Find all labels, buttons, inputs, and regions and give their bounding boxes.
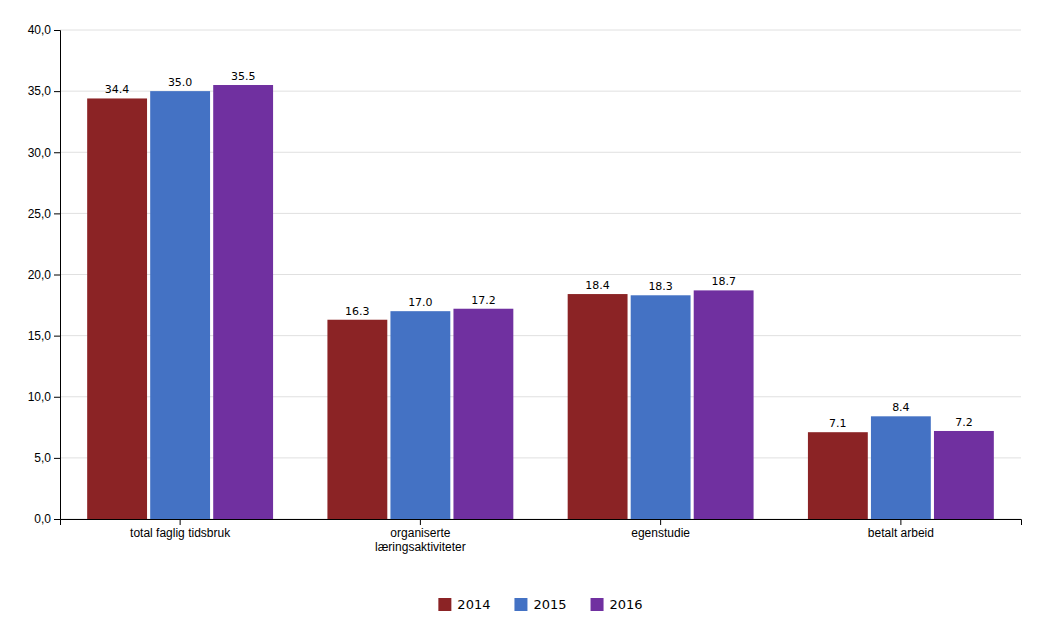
tick-label: egenstudie <box>631 526 690 540</box>
tick: betalt arbeid <box>868 519 934 540</box>
legend-item: 2014 <box>438 597 490 612</box>
tick-mark <box>54 519 60 520</box>
tick: 30,0 <box>28 146 60 160</box>
chart: 34.4 16.3 18.4 7.1 35.0 17.0 18.3 8.4 35.5 17.2 18… <box>0 0 1041 634</box>
bars <box>87 85 994 519</box>
tick: egenstudie <box>631 519 690 540</box>
tick: 20,0 <box>28 268 60 282</box>
tick-mark <box>660 519 661 525</box>
axis-line <box>61 520 1022 526</box>
legend-item: 2015 <box>514 597 566 612</box>
bar <box>453 309 513 519</box>
tick-label: 5,0 <box>34 451 51 465</box>
tick-label: total faglig tidsbruk <box>130 526 231 540</box>
tick-label: 30,0 <box>28 146 52 160</box>
data-label: 35.5 <box>231 70 256 83</box>
data-label: 17.0 <box>408 296 433 309</box>
data-labels: 34.4 16.3 18.4 7.1 35.0 17.0 18.3 8.4 35.5 17.2 18… <box>105 70 973 430</box>
axis-line <box>54 31 61 520</box>
tick: total faglig tidsbruk <box>130 519 231 540</box>
tick-mark <box>54 397 60 398</box>
bar <box>568 294 628 519</box>
tick-label-line: betalt arbeid <box>868 526 934 540</box>
data-label: 7.2 <box>955 416 973 429</box>
y-axis: 0,0 5,0 10,0 15,0 20,0 25,0 30,0 35,0 40,0 <box>28 23 61 526</box>
tick-label: 10,0 <box>28 390 52 404</box>
legend: 2014 2015 2016 <box>438 597 642 612</box>
legend-swatch <box>514 598 527 611</box>
data-label: 18.4 <box>585 279 610 292</box>
data-label: 8.4 <box>892 401 910 414</box>
tick-mark <box>180 519 181 525</box>
tick-label-line: egenstudie <box>631 526 690 540</box>
bar <box>934 431 994 519</box>
plot: 34.4 16.3 18.4 7.1 35.0 17.0 18.3 8.4 35.5 17.2 18… <box>28 23 1022 554</box>
tick-label-line: organiserte <box>390 526 450 540</box>
legend-swatch <box>438 598 451 611</box>
tick-label: organisertelæringsaktiviteter <box>375 526 466 554</box>
bar <box>631 295 691 519</box>
data-label: 34.4 <box>105 83 130 96</box>
tick-label: 25,0 <box>28 207 52 221</box>
tick: 5,0 <box>34 451 60 465</box>
tick: 10,0 <box>28 390 60 404</box>
tick-mark <box>54 336 60 337</box>
tick-label: 20,0 <box>28 268 52 282</box>
tick-mark <box>54 213 60 214</box>
tick-mark <box>54 152 60 153</box>
legend-label: 2015 <box>533 597 566 612</box>
tick-label: 40,0 <box>28 23 52 37</box>
bar <box>694 290 754 519</box>
data-label: 17.2 <box>471 294 496 307</box>
legend-swatch <box>591 598 604 611</box>
legend-label: 2016 <box>610 597 643 612</box>
bar <box>150 91 210 519</box>
tick-mark <box>54 30 60 31</box>
tick: 25,0 <box>28 207 60 221</box>
tick: 40,0 <box>28 23 60 37</box>
tick-label: betalt arbeid <box>868 526 934 540</box>
tick-mark <box>420 519 421 525</box>
data-label: 7.1 <box>829 417 847 430</box>
x-axis: total faglig tidsbruk organisertelæringsa… <box>61 519 1022 554</box>
tick-label-line: læringsaktiviteter <box>375 540 466 554</box>
tick-mark <box>54 275 60 276</box>
tick-label: 35,0 <box>28 84 52 98</box>
tick-label-line: total faglig tidsbruk <box>130 526 231 540</box>
tick-label: 0,0 <box>34 512 51 526</box>
tick: 15,0 <box>28 329 60 343</box>
bar <box>390 311 450 519</box>
grid <box>60 30 1021 519</box>
data-label: 18.7 <box>711 275 736 288</box>
bar <box>808 432 868 519</box>
tick-mark <box>54 458 60 459</box>
bar <box>327 320 387 519</box>
grid-line <box>60 30 1021 31</box>
data-label: 16.3 <box>345 305 370 318</box>
bar <box>213 85 273 519</box>
legend-label: 2014 <box>457 597 490 612</box>
tick-mark <box>54 91 60 92</box>
tick-label: 15,0 <box>28 329 52 343</box>
legend-item: 2016 <box>591 597 643 612</box>
data-label: 18.3 <box>648 280 673 293</box>
bar <box>871 416 931 519</box>
tick-mark <box>900 519 901 525</box>
tick: 35,0 <box>28 84 60 98</box>
tick: 0,0 <box>34 512 60 526</box>
tick: organisertelæringsaktiviteter <box>375 519 466 554</box>
series <box>213 85 994 519</box>
data-label: 35.0 <box>168 76 193 89</box>
bar <box>87 98 147 519</box>
